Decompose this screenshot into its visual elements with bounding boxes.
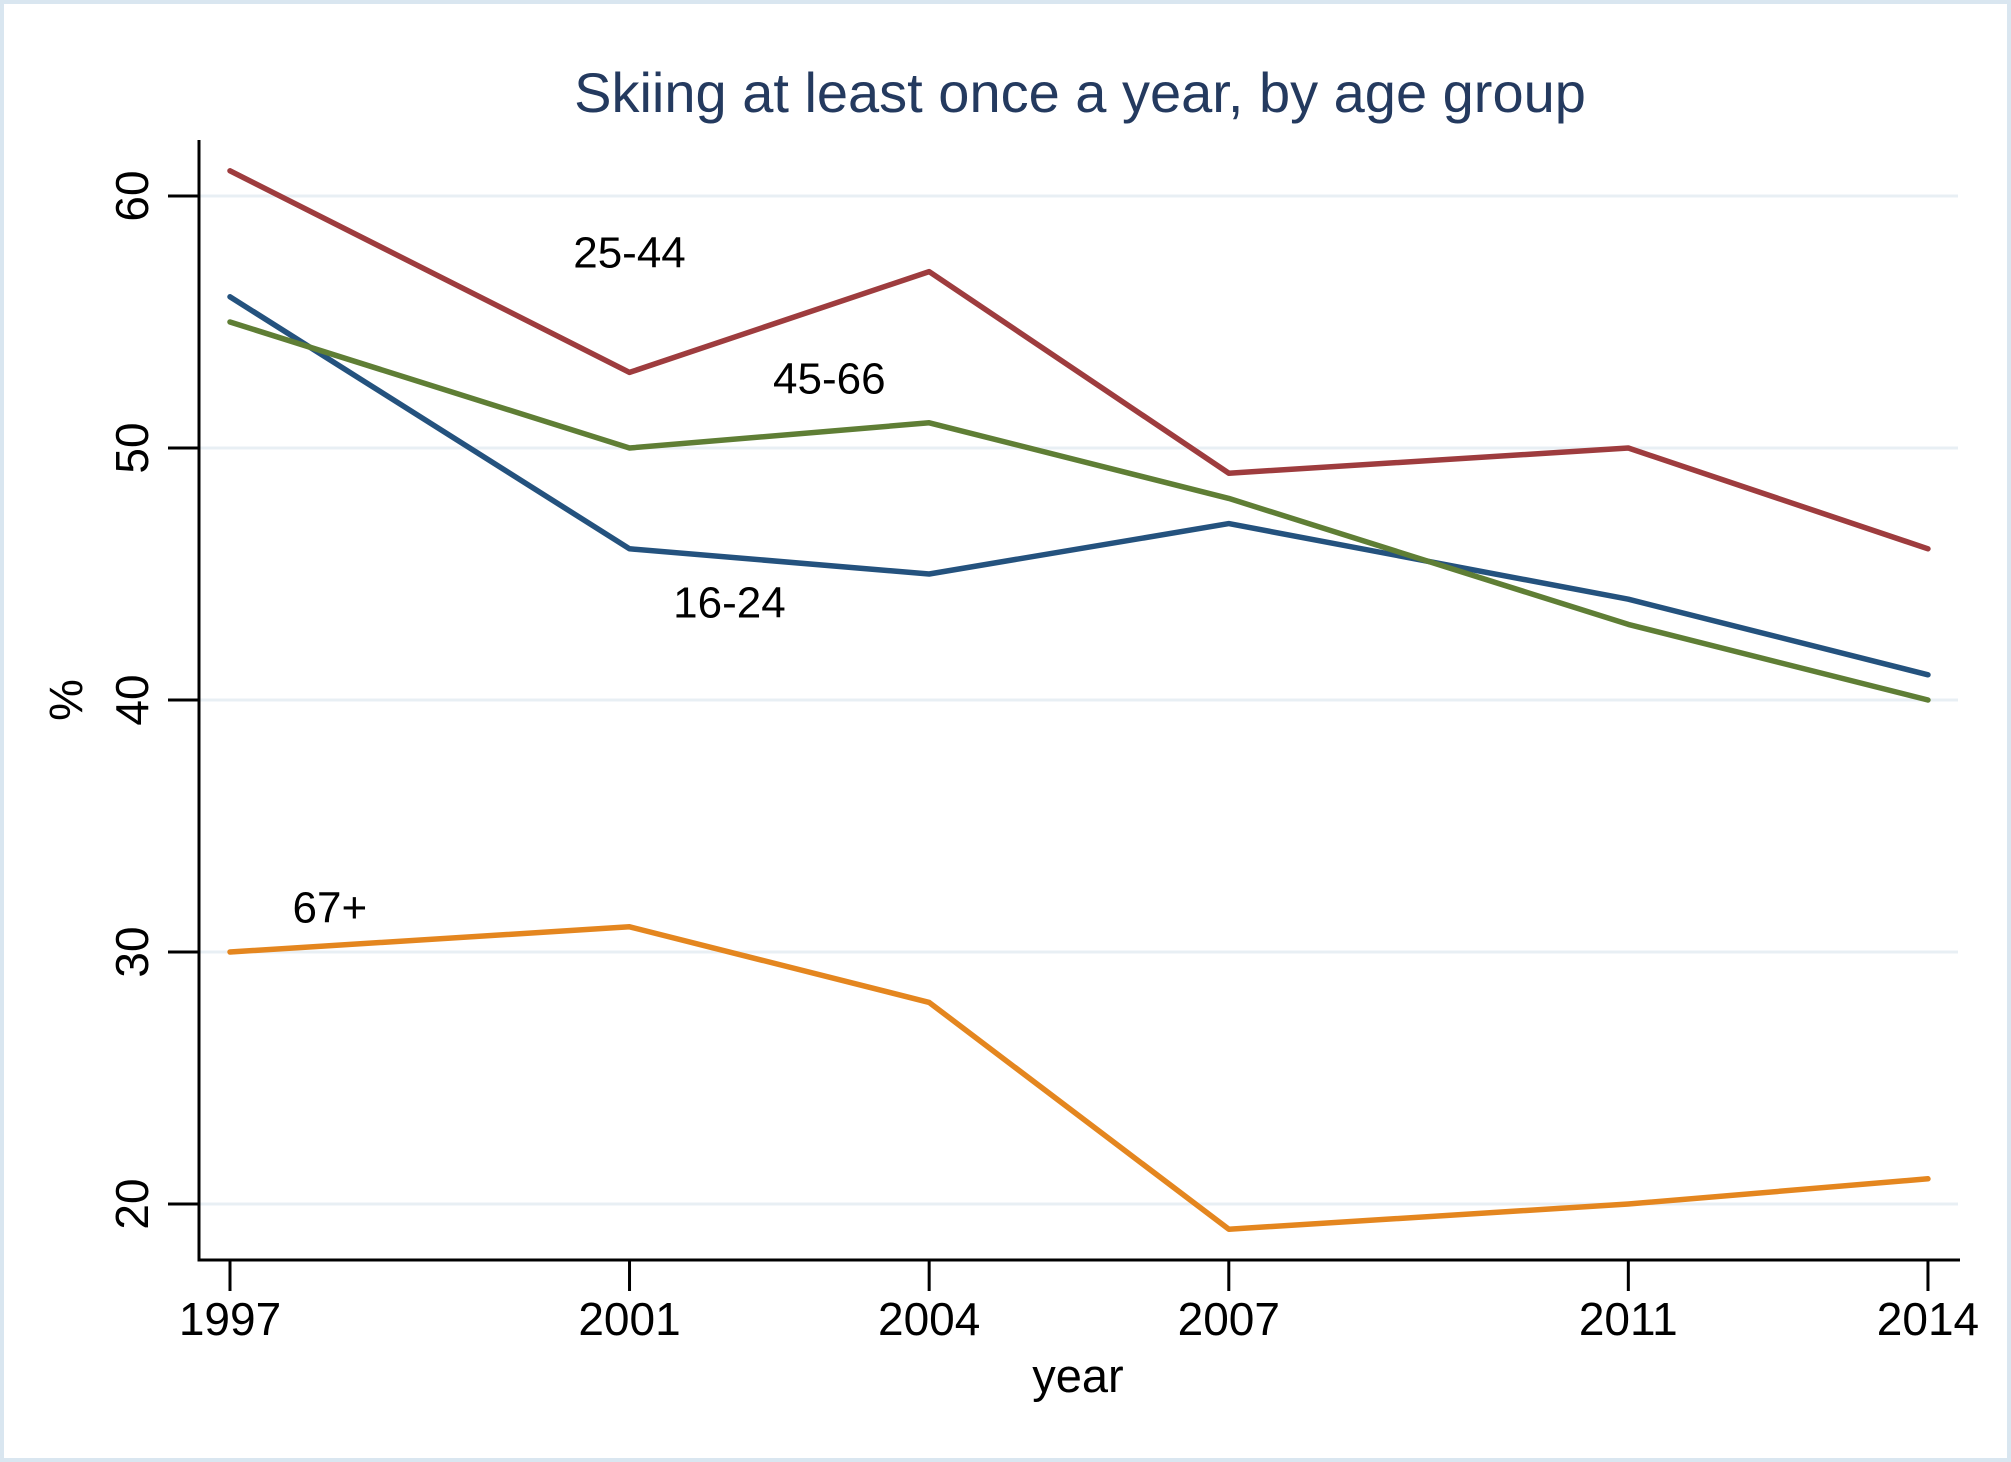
series-label-25-44: 25-44: [573, 228, 686, 277]
y-axis-title: %: [39, 679, 92, 721]
gridlines-layer: [199, 194, 1958, 1206]
chart-title: Skiing at least once a year, by age grou…: [574, 61, 1586, 124]
x-tick-label: 2011: [1579, 1293, 1678, 1345]
axes-layer: 20 30 40 50 60 1997 2001 2004 2007 2011 2014: [106, 140, 1979, 1345]
series-line-67+: [227, 924, 1931, 1232]
x-tick-label: 2014: [1877, 1293, 1979, 1345]
annotations-layer: 16-24 25-44 45-66 67+: [293, 228, 886, 932]
series-label-16-24: 16-24: [673, 579, 786, 628]
y-tick-label: 20: [106, 1178, 158, 1229]
series-line-45-66: [227, 319, 1931, 703]
x-axis-title: year: [1032, 1349, 1123, 1402]
x-tick-label: 1997: [179, 1293, 281, 1345]
y-tick-label: 30: [106, 926, 158, 977]
y-tick-label: 60: [106, 170, 158, 221]
x-tick-label: 2004: [878, 1293, 980, 1345]
x-tick-label: 2007: [1178, 1293, 1280, 1345]
y-tick-label: 50: [106, 422, 158, 473]
y-tick-label: 40: [106, 674, 158, 725]
x-tick-label: 2001: [578, 1293, 680, 1345]
series-label-67+: 67+: [293, 884, 368, 933]
series-line-25-44: [227, 168, 1931, 552]
series-layer: [227, 168, 1931, 1232]
series-label-45-66: 45-66: [773, 354, 886, 403]
series-line-16-24: [227, 294, 1931, 678]
